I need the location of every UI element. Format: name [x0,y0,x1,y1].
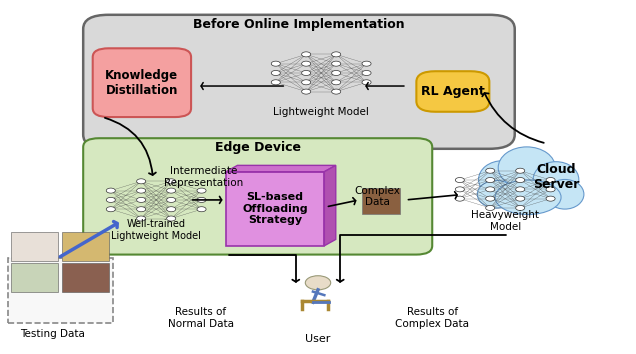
Circle shape [331,70,341,75]
Circle shape [331,89,341,94]
Text: Testing Data: Testing Data [20,329,85,339]
Circle shape [167,216,176,221]
Text: Knowledge
Distillation: Knowledge Distillation [106,69,179,97]
Circle shape [455,196,464,201]
Text: Edge Device: Edge Device [215,141,301,154]
Ellipse shape [533,162,579,197]
Circle shape [197,198,206,202]
Text: SL-based
Offloading
Strategy: SL-based Offloading Strategy [242,192,308,225]
Circle shape [486,196,495,201]
Circle shape [546,187,555,192]
Circle shape [272,70,280,75]
Text: User: User [305,334,331,344]
Circle shape [455,177,464,183]
Circle shape [516,205,525,211]
FancyBboxPatch shape [83,138,432,255]
Ellipse shape [477,181,515,208]
Circle shape [167,198,176,202]
Ellipse shape [495,180,561,215]
FancyBboxPatch shape [62,232,109,261]
Circle shape [137,207,146,212]
Circle shape [137,216,146,221]
Text: Results of
Complex Data: Results of Complex Data [395,307,469,329]
Circle shape [305,276,331,290]
Circle shape [301,80,311,85]
Circle shape [301,89,311,94]
Text: Before Online Implementation: Before Online Implementation [193,18,404,31]
Circle shape [486,187,495,192]
FancyBboxPatch shape [93,48,191,117]
Text: Lightweight Model: Lightweight Model [273,107,369,117]
Ellipse shape [478,161,527,198]
Circle shape [197,207,206,212]
Circle shape [197,188,206,193]
Circle shape [486,168,495,173]
Circle shape [516,187,525,192]
FancyBboxPatch shape [226,172,324,246]
Circle shape [516,177,525,183]
FancyBboxPatch shape [62,263,109,292]
FancyBboxPatch shape [8,258,113,323]
Text: Intermediate
Representation: Intermediate Representation [164,166,244,188]
Circle shape [167,207,176,212]
Circle shape [137,198,146,202]
Circle shape [455,187,464,192]
Circle shape [331,52,341,57]
Ellipse shape [546,179,584,209]
Circle shape [106,207,115,212]
FancyBboxPatch shape [11,232,58,261]
Circle shape [516,168,525,173]
Text: RL Agent: RL Agent [421,85,485,98]
Circle shape [272,61,280,66]
Circle shape [106,188,115,193]
Polygon shape [226,165,336,172]
Circle shape [106,198,115,202]
Circle shape [272,80,280,85]
Circle shape [137,188,146,193]
Text: Complex
Data: Complex Data [354,185,400,207]
Circle shape [362,61,371,66]
Text: Heavyweight
Model: Heavyweight Model [471,210,539,232]
Circle shape [546,177,555,183]
Text: Results of
Normal Data: Results of Normal Data [168,307,233,329]
FancyBboxPatch shape [363,188,401,214]
Circle shape [331,61,341,66]
Text: Well-trained
Lightweight Model: Well-trained Lightweight Model [111,219,201,241]
Circle shape [362,70,371,75]
Circle shape [546,196,555,201]
FancyBboxPatch shape [83,15,515,149]
Circle shape [137,179,146,184]
Circle shape [331,80,341,85]
FancyBboxPatch shape [417,71,489,112]
Circle shape [516,196,525,201]
Circle shape [301,61,311,66]
Circle shape [301,70,311,75]
Polygon shape [324,165,336,246]
Circle shape [486,177,495,183]
Circle shape [301,52,311,57]
Circle shape [362,80,371,85]
Text: Cloud
Server: Cloud Server [533,163,579,191]
Ellipse shape [498,147,555,188]
FancyBboxPatch shape [11,263,58,292]
Circle shape [167,188,176,193]
Circle shape [486,205,495,211]
Circle shape [167,179,176,184]
